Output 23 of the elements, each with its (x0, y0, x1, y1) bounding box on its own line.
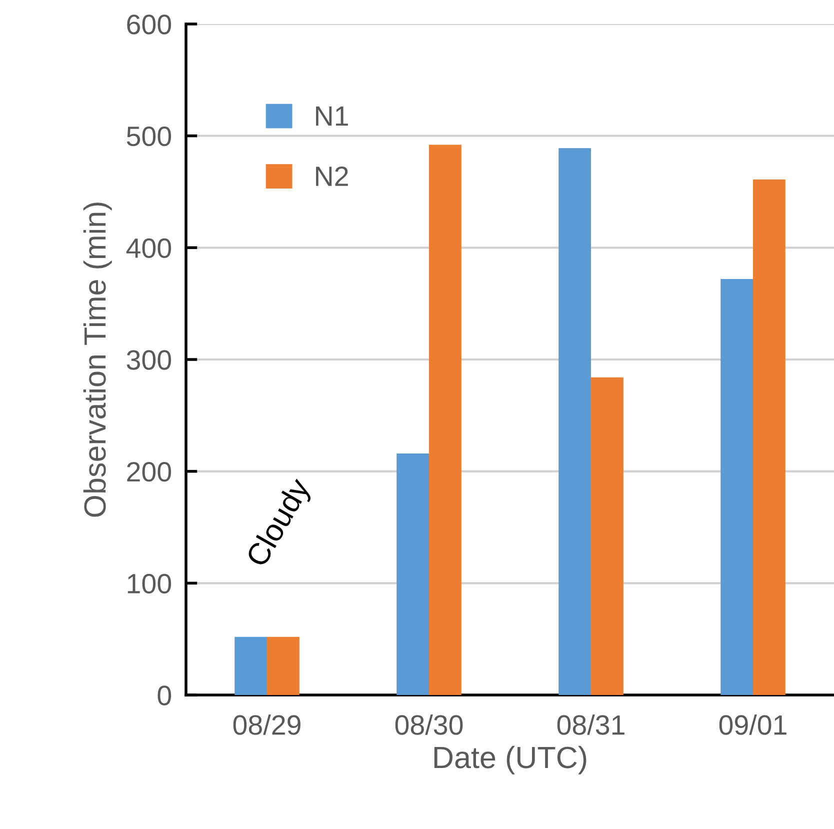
bar (591, 377, 624, 695)
x-tick-label: 08/29 (233, 714, 300, 735)
y-tick-label: 200 (127, 462, 172, 482)
x-tick-label: 08/31 (557, 714, 624, 735)
legend-label: N1 (316, 106, 348, 126)
legend-label: N2 (316, 166, 348, 186)
x-tick-label: 09/01 (719, 714, 786, 735)
y-tick-label: 300 (126, 350, 172, 370)
y-tick-label: 0 (158, 686, 172, 706)
bar (720, 278, 753, 695)
y-tick-label: 100 (128, 574, 172, 594)
y-tick-label: 600 (127, 14, 172, 34)
bar (429, 144, 462, 695)
bar (753, 179, 786, 695)
y-axis-title: Observation Time (min) (83, 202, 112, 517)
y-tick-label: 500 (126, 126, 172, 146)
bar (234, 636, 267, 695)
bar (267, 636, 300, 695)
bar (396, 453, 429, 695)
bar (558, 148, 591, 695)
x-tick-label: 08/30 (395, 714, 463, 735)
x-axis-title: Date (UTC) (434, 746, 586, 774)
y-tick-label: 400 (126, 238, 172, 258)
